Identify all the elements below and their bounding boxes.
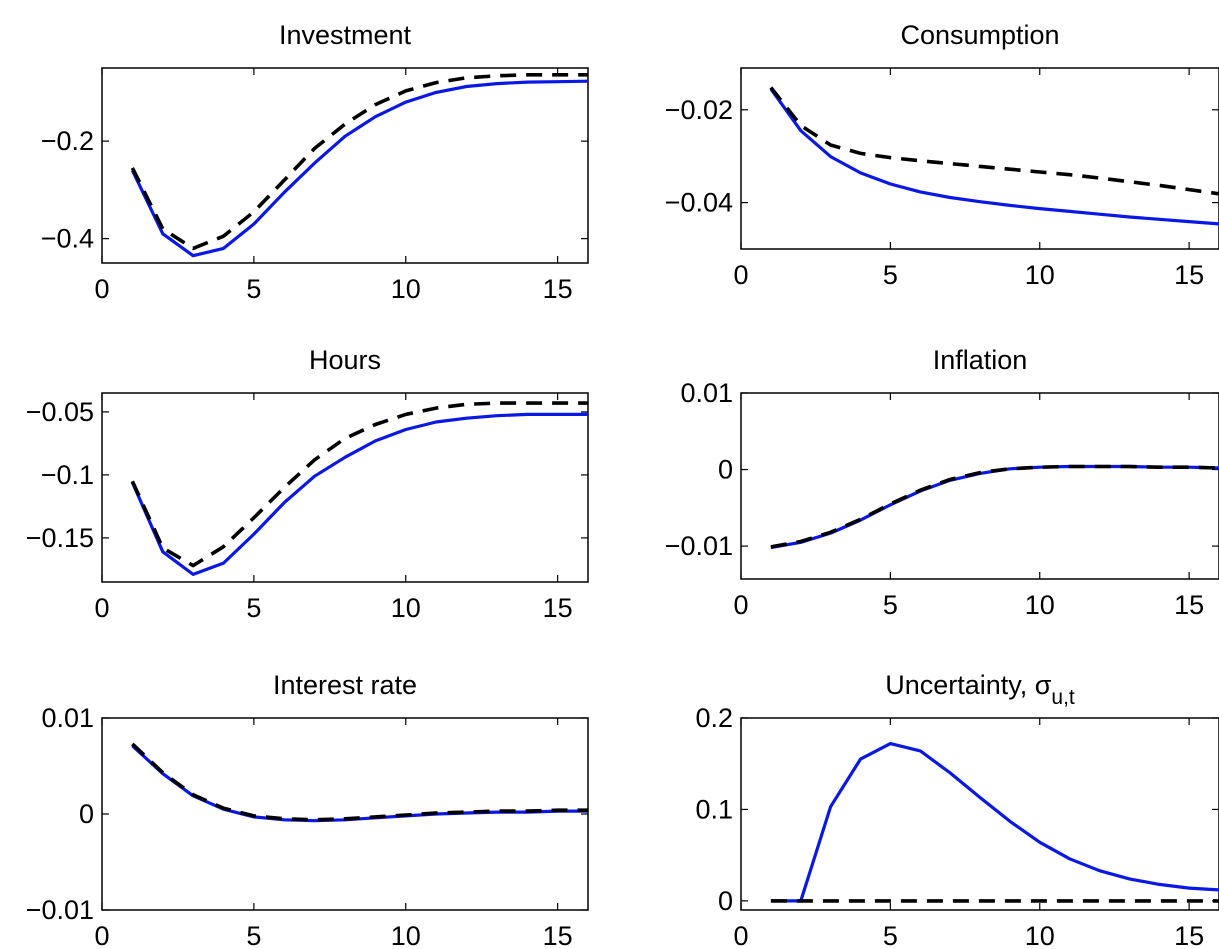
- uncertainty-series-solid-line: [770, 741, 1219, 903]
- consumption-xtick-label: 0: [733, 260, 748, 290]
- inflation-xtick-label: 15: [1174, 590, 1204, 620]
- investment-series-dashed-line: [130, 73, 588, 251]
- inflation-plot-frame: [740, 392, 1219, 580]
- consumption-title: Consumption: [900, 20, 1059, 50]
- consumption-ytick-label: −0.04: [665, 188, 733, 218]
- investment-xtick-label: 5: [246, 274, 261, 304]
- uncertainty-title-subscript: u,t: [1051, 686, 1075, 709]
- consumption-xtick-label: 10: [1025, 260, 1055, 290]
- hours-series-dashed-line: [130, 401, 588, 568]
- interest-rate-xtick-label: 10: [391, 921, 421, 949]
- investment-ytick-label: −0.2: [41, 126, 94, 156]
- investment-title: Investment: [279, 20, 412, 50]
- interest-rate-series-dashed-line: [131, 742, 588, 822]
- uncertainty-ytick-label: 0.1: [695, 794, 733, 824]
- uncertainty-xtick-label: 5: [883, 921, 898, 949]
- hours-xtick-label: 5: [246, 593, 261, 623]
- uncertainty-title: Uncertainty, σu,t: [885, 670, 1075, 709]
- interest-rate-ytick-label: −0.01: [26, 895, 94, 925]
- uncertainty-plot-frame: [740, 717, 1219, 911]
- hours-xtick-label: 0: [94, 593, 109, 623]
- hours-ytick-label: −0.15: [26, 523, 94, 553]
- uncertainty-panel: Uncertainty, σu,t 0 5 10 15 0.2 0.1 0: [695, 670, 1219, 949]
- hours-title: Hours: [309, 345, 381, 375]
- interest-rate-xtick-label: 0: [94, 921, 109, 949]
- uncertainty-xtick-label: 15: [1174, 921, 1204, 949]
- hours-panel: Hours 0 5 10 15 −0.05 −0.1 −0.15: [26, 345, 589, 623]
- investment-xtick-label: 15: [543, 274, 573, 304]
- consumption-series-dashed-line: [769, 86, 1219, 196]
- inflation-xtick-label: 0: [733, 590, 748, 620]
- hours-xtick-label: 15: [543, 593, 573, 623]
- investment-xtick-label: 10: [391, 274, 421, 304]
- investment-plot-frame: [101, 67, 589, 264]
- consumption-ytick-label: −0.02: [665, 95, 733, 125]
- inflation-series-dashed-line: [770, 464, 1219, 549]
- hours-ytick-label: −0.1: [41, 460, 94, 490]
- uncertainty-xtick-label: 10: [1025, 921, 1055, 949]
- interest-rate-xtick-label: 15: [543, 921, 573, 949]
- consumption-xtick-label: 5: [883, 260, 898, 290]
- inflation-ytick-label: 0.01: [680, 378, 733, 408]
- inflation-title: Inflation: [933, 345, 1028, 375]
- consumption-xtick-label: 15: [1174, 260, 1204, 290]
- investment-ytick-label: −0.4: [41, 224, 94, 254]
- consumption-series-solid-line: [769, 87, 1219, 226]
- hours-series-solid-line: [130, 412, 588, 577]
- interest-rate-ytick-label: 0.01: [41, 703, 94, 733]
- hours-ytick-label: −0.05: [26, 397, 94, 427]
- consumption-plot-frame: [740, 67, 1219, 250]
- uncertainty-xtick-label: 0: [733, 921, 748, 949]
- inflation-xtick-label: 10: [1025, 590, 1055, 620]
- interest-rate-title: Interest rate: [273, 670, 417, 700]
- interest-rate-plot-frame: [101, 717, 589, 911]
- interest-rate-xtick-label: 5: [246, 921, 261, 949]
- hours-xtick-label: 10: [391, 593, 421, 623]
- consumption-panel: Consumption 0 5 10 15 −0.02 −0.04: [665, 20, 1219, 290]
- interest-rate-ytick-label: 0: [79, 799, 94, 829]
- inflation-ytick-label: 0: [718, 455, 733, 485]
- inflation-xtick-label: 5: [883, 590, 898, 620]
- interest-rate-series-solid-line: [131, 744, 588, 823]
- inflation-ytick-label: −0.01: [665, 531, 733, 561]
- hours-plot-frame: [101, 392, 589, 583]
- investment-panel: Investment 0 5 10 15 −0.2 −0.4: [41, 20, 589, 304]
- investment-xtick-label: 0: [94, 274, 109, 304]
- uncertainty-ytick-label: 0.2: [695, 703, 733, 733]
- investment-series-solid-line: [130, 79, 588, 258]
- inflation-series-solid-line: [770, 464, 1219, 550]
- uncertainty-ytick-label: 0: [718, 886, 733, 916]
